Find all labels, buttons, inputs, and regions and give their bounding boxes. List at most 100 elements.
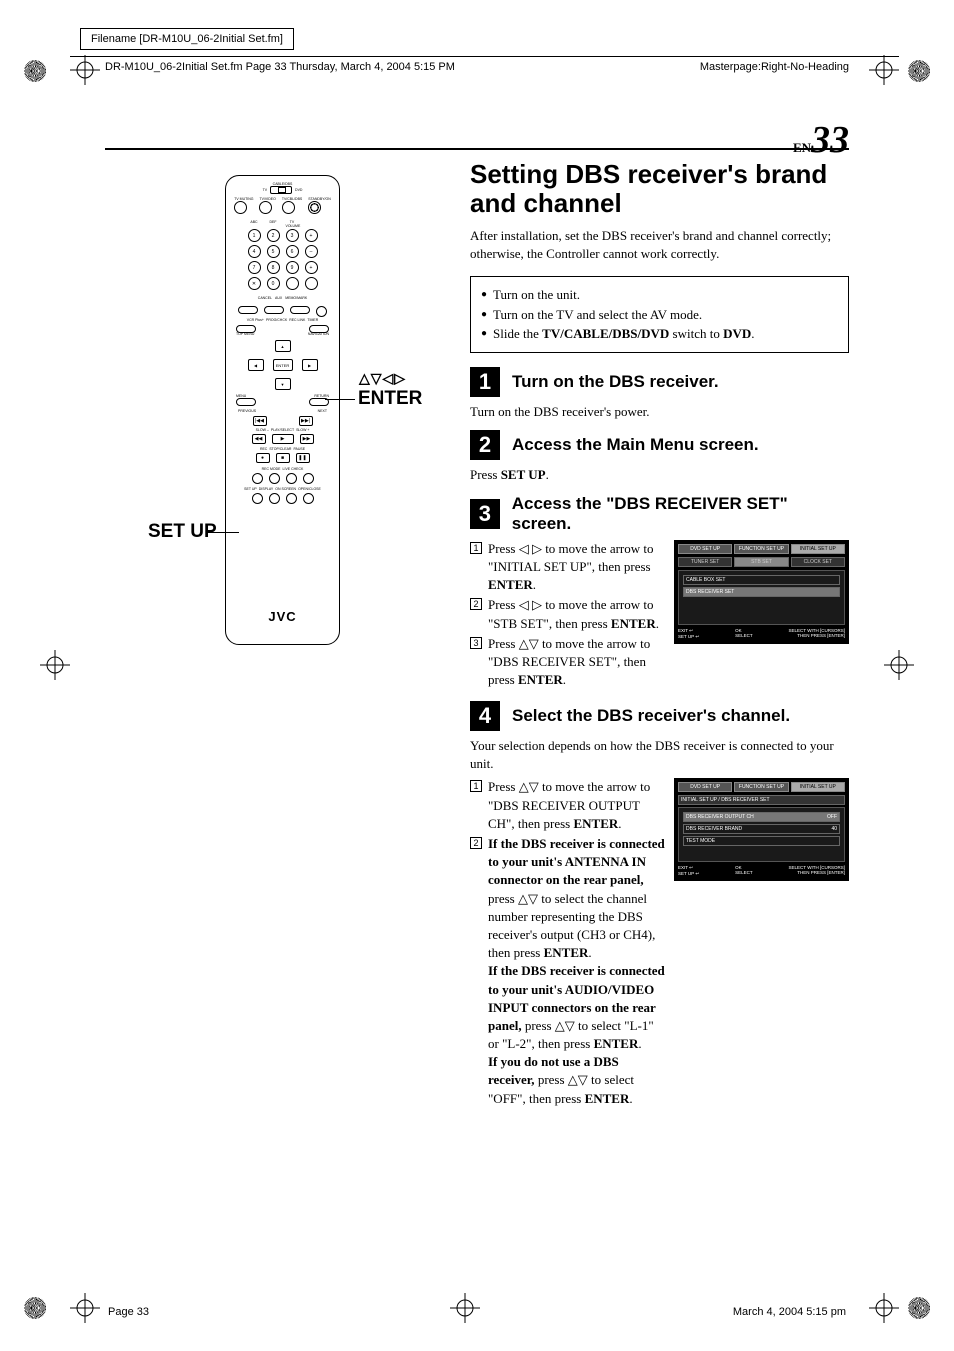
remote-label: DISPLAY — [259, 487, 274, 491]
remote-label: LIVE CHECK — [283, 467, 304, 471]
remote-label: TV/CBL/DBS — [282, 197, 302, 201]
remote-btn — [303, 473, 314, 484]
screen2-row: DBS RECEIVER OUTPUT CHOFF — [683, 812, 840, 822]
screen1-foot-l: EXIT ↩SET UP ↩ — [678, 628, 699, 640]
step-4-title: Select the DBS receiver's channel. — [512, 706, 790, 726]
remote-label: PAUSE — [293, 447, 305, 451]
remote-label: SET UP — [244, 487, 257, 491]
screen1-row-hl: DBS RECEIVER SET — [683, 587, 840, 597]
step-4-head: 4 Select the DBS receiver's channel. — [470, 701, 849, 731]
callout-setup-line — [207, 532, 239, 533]
screenshot-2: DVD SET UP FUNCTION SET UP INITIAL SET U… — [674, 778, 849, 881]
step-3-sub3: Press △▽ to move the arrow to "DBS RECEI… — [488, 635, 665, 690]
header-rule — [70, 56, 899, 57]
remote-menu-btn — [236, 398, 256, 406]
crosshair-left — [40, 650, 70, 680]
remote-label: STOP/CLEAR — [269, 447, 291, 451]
remote-label: OPEN/CLOSE — [298, 487, 321, 491]
step-4-num: 4 — [470, 701, 500, 731]
remote-key-3: 3 — [286, 229, 299, 242]
screen2-crumb: INITIAL SET UP / DBS RECEIVER SET — [678, 795, 845, 805]
remote-switch-tv: TV — [263, 188, 267, 192]
remote-label: ON SCREEN — [275, 487, 296, 491]
remote-label: REC LINK — [289, 318, 305, 322]
remote-setup-btn — [252, 493, 263, 504]
remote-key-ch-dn — [305, 277, 318, 290]
footer-left: Page 33 — [108, 1306, 149, 1318]
screen2-row: TEST MODE — [683, 836, 840, 846]
remote-label: REC MODE — [262, 467, 281, 471]
screen1-foot-m: OK SELECT — [735, 628, 753, 640]
step-3-title: Access the "DBS RECEIVER SET" screen. — [512, 494, 849, 534]
jvc-logo: JVC — [268, 609, 296, 624]
prep-line-2: Turn on the TV and select the AV mode. — [493, 305, 702, 325]
screen1-tab: DVD SET UP — [678, 544, 732, 554]
crosshair-tr — [869, 55, 899, 85]
remote-label: TOP MENU — [236, 332, 254, 336]
filename-box: Filename [DR-M10U_06-2Initial Set.fm] — [80, 28, 294, 50]
remote-key-1: 1 — [248, 229, 261, 242]
remote-label: ABC — [248, 220, 261, 228]
step-1-num: 1 — [470, 367, 500, 397]
step-2-num: 2 — [470, 430, 500, 460]
crosshair-br — [869, 1293, 899, 1323]
reg-starburst-bl — [24, 1297, 46, 1319]
screen2-foot-r: SELECT WITH [CURSORS] THEN PRESS [ENTER] — [789, 865, 845, 877]
screen1-tab-active: INITIAL SET UP — [791, 544, 845, 554]
screen2-foot-l: EXIT ↩SET UP ↩ — [678, 865, 699, 877]
remote-timer-btn — [316, 306, 327, 317]
remote-control-diagram: CABLE/DBS TV DVD TV MUTING TV/VIDEO TV/C… — [225, 175, 340, 645]
remote-label: STANDBY/ON — [308, 197, 331, 201]
remote-label: TV/VIDEO — [259, 197, 275, 201]
step-2-head: 2 Access the Main Menu screen. — [470, 430, 849, 460]
remote-label: PREVIOUS — [238, 409, 256, 413]
step-2-title: Access the Main Menu screen. — [512, 435, 759, 455]
remote-key-5: 5 — [267, 245, 280, 258]
footer-right: March 4, 2004 5:15 pm — [733, 1306, 846, 1318]
remote-pause-btn: ❚❚ — [296, 453, 310, 463]
remote-recmode-btn — [252, 473, 263, 484]
page-title: Setting DBS receiver's brand and channel — [470, 160, 849, 217]
remote-key-8: 8 — [267, 261, 280, 274]
step-3-head: 3 Access the "DBS RECEIVER SET" screen. — [470, 494, 849, 534]
screen2-row: DBS RECEIVER BRAND40 — [683, 824, 840, 834]
remote-btn — [286, 473, 297, 484]
remote-switch-dvd: DVD — [295, 188, 302, 192]
remote-stop-btn: ■ — [276, 453, 290, 463]
remote-key-vol-up: + — [305, 229, 318, 242]
intro-text: After installation, set the DBS receiver… — [470, 227, 849, 262]
remote-key-aux — [286, 277, 299, 290]
remote-ff-btn: ▶▶ — [300, 434, 314, 444]
remote-standby-btn — [308, 201, 321, 214]
crosshair-tl — [70, 55, 100, 85]
prep-line-3: Slide the TV/CABLE/DBS/DVD switch to DVD… — [493, 324, 754, 344]
header-left: DR-M10U_06-2Initial Set.fm Page 33 Thurs… — [105, 61, 455, 73]
remote-dpad: ▲ ▼ ◀ ▶ ENTER — [248, 340, 318, 390]
remote-label: AUX — [275, 296, 282, 300]
remote-key-6: 6 — [286, 245, 299, 258]
screenshot-1: DVD SET UP FUNCTION SET UP INITIAL SET U… — [674, 540, 849, 644]
screen1-subtab-active: STB SET — [734, 557, 788, 567]
step-1-title: Turn on the DBS receiver. — [512, 372, 719, 392]
page-num: 33 — [811, 119, 849, 161]
remote-label: NAVIGATION — [308, 332, 329, 336]
step-4-sub1: Press △▽ to move the arrow to "DBS RECEI… — [488, 778, 665, 833]
remote-rec-btn: ● — [256, 453, 270, 463]
remote-key-ch-up: + — [305, 261, 318, 274]
crosshair-bottom — [450, 1293, 480, 1323]
remote-btn — [259, 201, 272, 214]
remote-btn — [282, 201, 295, 214]
step-1-head: 1 Turn on the DBS receiver. — [470, 367, 849, 397]
remote-label: TV VOLUME — [286, 220, 299, 228]
remote-label: PLAY/SELECT — [271, 428, 294, 432]
page-number: EN33 — [793, 118, 849, 162]
callout-enter: ENTER — [358, 388, 422, 410]
remote-btn-pill — [264, 306, 284, 314]
screen2-tab-active: INITIAL SET UP — [791, 782, 845, 792]
remote-key-vol-dn: – — [305, 245, 318, 258]
remote-prev-btn: |◀◀ — [253, 416, 267, 426]
screen1-tab: FUNCTION SET UP — [734, 544, 788, 554]
remote-openclose-btn — [303, 493, 314, 504]
header-right: Masterpage:Right-No-Heading — [700, 61, 849, 73]
reg-starburst-br — [908, 1297, 930, 1319]
